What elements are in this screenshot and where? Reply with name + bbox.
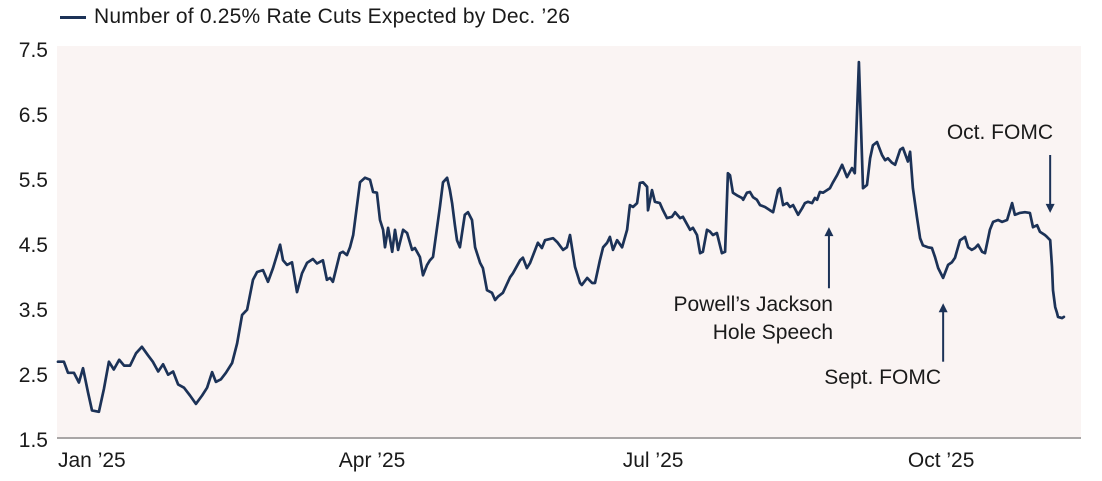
legend: Number of 0.25% Rate Cuts Expected by De… bbox=[60, 4, 570, 30]
y-tick-label-7.5: 7.5 bbox=[18, 39, 48, 62]
y-tick-label-5.5: 5.5 bbox=[18, 169, 48, 192]
legend-label: Number of 0.25% Rate Cuts Expected by De… bbox=[94, 5, 571, 28]
annotation-jackson-line: Hole Speech bbox=[712, 321, 833, 344]
x-tick-label-3: Jul ’25 bbox=[622, 449, 684, 472]
annotation-oct-line: Oct. FOMC bbox=[946, 121, 1053, 144]
x-tick-label-2: Apr ’25 bbox=[338, 449, 406, 472]
jackson-arrowhead-icon bbox=[824, 227, 834, 237]
y-tick-label-6.5: 6.5 bbox=[18, 104, 48, 127]
annotation-oct-label: Oct. FOMC bbox=[947, 119, 1053, 147]
y-tick-label-2.5: 2.5 bbox=[18, 364, 48, 387]
annotation-sept-line: Sept. FOMC bbox=[824, 366, 941, 389]
annotation-jackson-line: Powell’s Jackson bbox=[673, 293, 833, 316]
x-tick-label-1: Jan ’25 bbox=[58, 449, 126, 472]
legend-line-marker-icon bbox=[60, 15, 86, 19]
sept-arrowhead-icon bbox=[938, 303, 948, 313]
annotation-sept-label: Sept. FOMC bbox=[824, 364, 941, 392]
y-tick-label-1.5: 1.5 bbox=[18, 429, 48, 452]
annotation-jackson-label: Powell’s Jackson Hole Speech bbox=[673, 291, 833, 347]
x-tick-label-4: Oct ’25 bbox=[907, 449, 975, 472]
y-tick-label-4.5: 4.5 bbox=[18, 234, 48, 257]
y-tick-label-3.5: 3.5 bbox=[18, 299, 48, 322]
rate-cuts-line bbox=[56, 60, 1066, 414]
oct-arrowhead-icon bbox=[1045, 203, 1055, 213]
